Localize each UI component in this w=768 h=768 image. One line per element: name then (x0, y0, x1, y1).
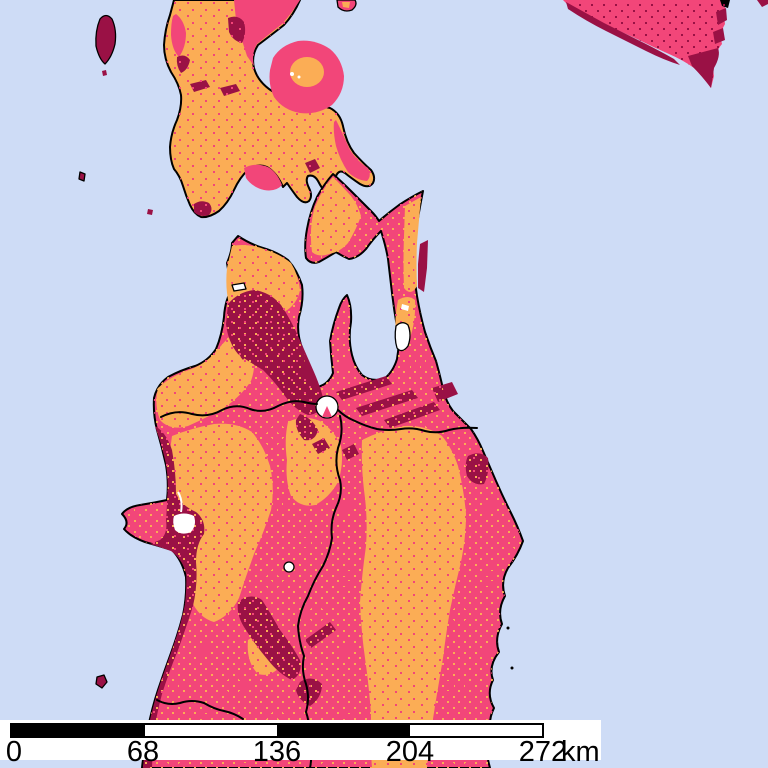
scale-segment (277, 725, 410, 736)
islet (147, 209, 153, 215)
scale-tick-label: 0 (5, 736, 23, 768)
scale-tick-label: 136 (252, 736, 302, 768)
lake-ogawara (394, 322, 411, 352)
scale-segment (409, 725, 542, 736)
hokkaido-speckle (164, 0, 375, 218)
east-landmass-maroon-edge (566, 2, 680, 65)
islet (78, 171, 86, 182)
hachirogata-channel (177, 491, 183, 513)
islet (95, 674, 108, 689)
lake-jusan (231, 282, 247, 292)
scale-bar: 0 68 136 204 272 km (0, 720, 601, 767)
scale-segment (12, 725, 145, 736)
handle-coast-maroon (418, 240, 428, 292)
hokkaido-east-landmass (563, 0, 768, 88)
island-north-patch (342, 2, 350, 8)
island-coastline (95, 14, 117, 65)
lakes (173, 282, 411, 573)
boundary-aomori-akita (160, 400, 318, 418)
honshu-landmass (121, 173, 524, 768)
scale-unit-label: km (561, 736, 600, 768)
boundary-akita-iwate (297, 415, 343, 768)
lake-towada-peninsula (322, 406, 332, 417)
prefecture-boundaries (156, 400, 478, 768)
east-landmass-speckle (563, 0, 727, 88)
scale-tick-label: 272 (518, 736, 568, 768)
okushiri-island (95, 14, 117, 76)
lake-tazawa (283, 561, 295, 573)
honshu-speckle (122, 174, 523, 768)
lake-onuma (290, 72, 294, 76)
scale-tick-label: 204 (385, 736, 435, 768)
lake-hachirogata (173, 513, 195, 534)
lake-ogawara-north (401, 304, 409, 311)
komagatake-orange-core (290, 57, 324, 87)
islet (510, 666, 514, 670)
scale-bar-segments (10, 723, 544, 738)
lake-konuma (297, 75, 301, 79)
scale-segment (144, 725, 277, 736)
scale-tick-label: 68 (126, 736, 160, 768)
hokkaido-landmass (163, 0, 376, 219)
islet (506, 626, 510, 630)
boundary-aomori-iwate (337, 409, 478, 434)
islet (102, 70, 107, 76)
boundary-akita-south (156, 699, 244, 720)
corner-islet (757, 0, 768, 7)
